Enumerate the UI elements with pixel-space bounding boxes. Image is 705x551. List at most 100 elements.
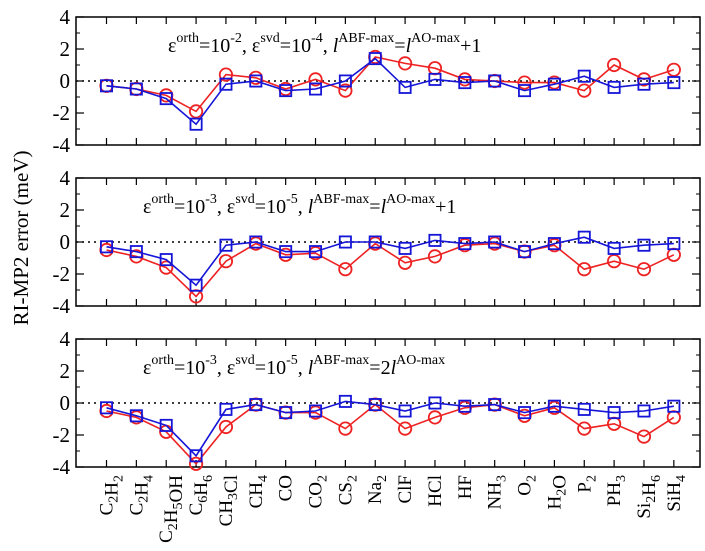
blue-square-point [518, 245, 532, 259]
y-tick-label: 0 [60, 391, 71, 415]
red-circle-point [427, 410, 443, 425]
red-circle-point [397, 255, 413, 270]
red-circle-point [338, 262, 353, 277]
red-circle-point [577, 421, 592, 436]
red-circle-point [636, 429, 652, 444]
blue-square-point [338, 235, 352, 249]
blue-square-point [488, 74, 502, 88]
blue-square-point [189, 449, 203, 463]
red-circle-point [218, 254, 234, 269]
red-circle-point [338, 83, 353, 98]
panel-1: 4 2 0 -2 -4 εorth=10-2, εsvd=10-4, lABF-max=l… [53, 5, 701, 157]
red-circle-point [188, 456, 204, 471]
red-circle-series-line [106, 403, 675, 466]
y-axis-label: RI-MP2 error (meV) [9, 151, 33, 326]
y-tick-label: -2 [53, 423, 71, 447]
x-tick-label: Na2 [365, 475, 390, 504]
blue-square-point [309, 404, 323, 418]
blue-square-point [607, 406, 621, 420]
x-tick-label: Si2H6 [634, 475, 664, 519]
red-circle-point [397, 421, 413, 436]
blue-square-point [279, 84, 293, 98]
x-tick-label: C6H6 [186, 475, 216, 515]
blue-square-point [219, 238, 233, 252]
blue-square-point [488, 235, 502, 249]
x-tick-label: HF [455, 475, 476, 499]
red-circle-point [308, 72, 323, 87]
panel-annotation: εorth=10-3, εsvd=10-5, lABF-max=2lAO-max [143, 353, 445, 379]
panels: 4 2 0 -2 -4 εorth=10-2, εsvd=10-4, lABF-max=l… [53, 5, 701, 479]
y-tick-label: -2 [53, 262, 71, 286]
blue-square-point [607, 241, 621, 255]
blue-square-point [249, 398, 263, 412]
blue-square-series-line [106, 236, 674, 287]
x-tick-label: CO [276, 475, 297, 501]
blue-square-point [637, 77, 651, 91]
blue-square-point [547, 77, 561, 91]
blue-square-point [607, 80, 621, 94]
y-tick-label: -2 [53, 101, 71, 125]
x-tick-label: SiH4 [664, 475, 689, 512]
x-tick-label: CH4 [246, 475, 271, 508]
blue-square-point [338, 394, 352, 408]
x-tick-label: P2 [574, 475, 599, 493]
blue-square-point [428, 396, 442, 410]
red-circle-point [607, 254, 622, 269]
blue-square-point [667, 76, 681, 90]
y-tick-label: 4 [60, 5, 71, 29]
blue-square-point [129, 409, 143, 423]
blue-square-point [129, 245, 143, 259]
x-tick-label: PH3 [604, 475, 629, 506]
panel-annotation: εorth=10-2, εsvd=10-4, lABF-max=lAO-max+… [168, 31, 481, 57]
red-circle-point [338, 421, 353, 436]
blue-square-point [189, 117, 203, 131]
blue-square-point [458, 237, 472, 251]
blue-square-point [458, 399, 472, 413]
blue-square-point [309, 82, 323, 96]
y-tick-label: 2 [60, 359, 71, 383]
red-circle-point [666, 62, 681, 77]
red-circle-point [636, 262, 652, 277]
y-tick-label: 0 [60, 69, 71, 93]
x-tick-label: C2H4 [126, 475, 156, 515]
y-tick-label: -4 [53, 294, 71, 318]
blue-square-point [100, 240, 114, 254]
blue-square-point [547, 237, 561, 251]
red-circle-series-line [106, 56, 675, 113]
blue-square-point [159, 253, 173, 267]
x-tick-label: CH3Cl [216, 475, 242, 526]
blue-square-point [398, 404, 412, 418]
blue-square-point [159, 92, 173, 106]
blue-square-point [338, 74, 352, 88]
red-circle-point [218, 67, 234, 82]
red-circle-point [577, 262, 592, 277]
blue-square-point [637, 238, 651, 252]
y-tick-label: 0 [60, 230, 71, 254]
blue-square-point [129, 82, 143, 96]
y-tick-label: 4 [60, 327, 71, 351]
blue-square-point [249, 235, 263, 249]
blue-square-point [398, 241, 412, 255]
blue-square-point [577, 230, 591, 244]
red-circle-point [607, 57, 622, 73]
blue-square-point [219, 402, 233, 416]
blue-square-point [100, 79, 114, 93]
y-tick-label: 2 [60, 37, 71, 61]
blue-square-point [279, 406, 293, 420]
blue-square-point [667, 399, 681, 413]
panel-3: 4 2 0 -2 -4 εorth=10-3, εsvd=10-5, lABF-max=2… [53, 327, 701, 479]
blue-square-point [219, 77, 233, 91]
blue-square-point [518, 84, 532, 98]
blue-square-point [309, 245, 323, 259]
blue-square-point [368, 398, 382, 412]
red-circle-point [427, 249, 443, 264]
blue-square-point [189, 278, 203, 292]
blue-square-point [488, 398, 502, 412]
red-circle-series-line [106, 242, 675, 298]
blue-square-point [637, 404, 651, 418]
blue-square-point [458, 76, 472, 90]
blue-square-point [368, 235, 382, 249]
panel-annotation: εorth=10-3, εsvd=10-5, lABF-max=lAO-max+… [143, 192, 456, 218]
x-tick-label: ClF [395, 475, 416, 504]
